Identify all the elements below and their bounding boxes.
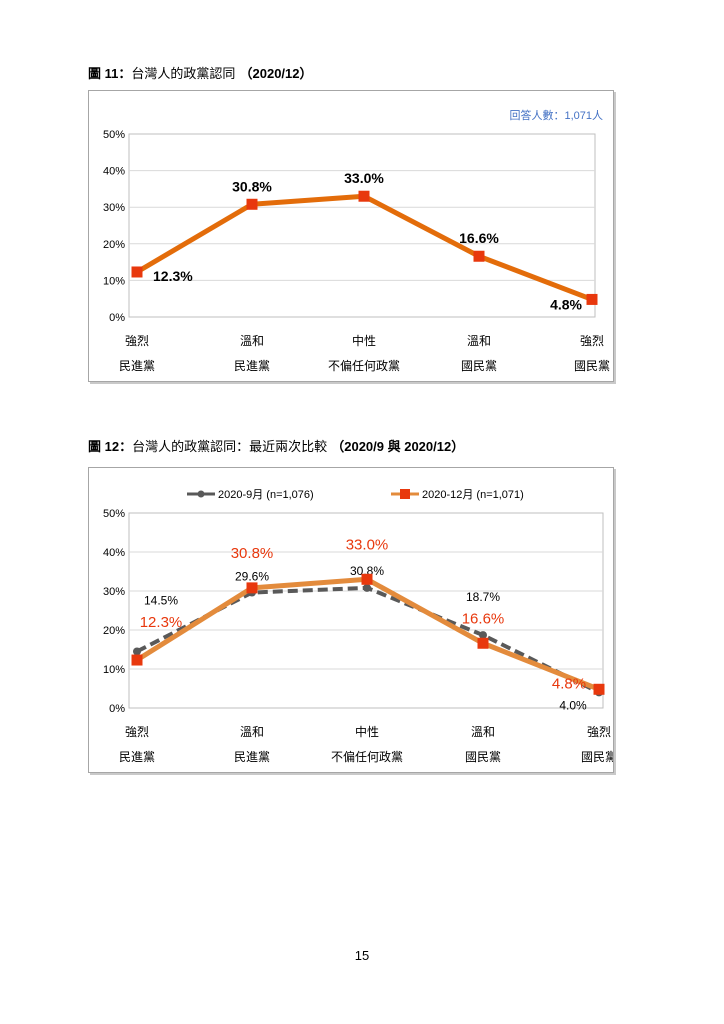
x-category-label-line2: 國民黨 [461, 359, 497, 373]
data-label: 4.8% [550, 296, 582, 312]
figure-12-title-text: 台灣人的政黨認同：最近兩次比較 [132, 440, 328, 455]
data-label: 30.8% [350, 564, 384, 578]
data-label: 29.6% [235, 570, 269, 584]
data-label: 18.7% [466, 590, 500, 604]
chart-12-frame: 0% 10% 20% 30% 40% 50% 強烈民進黨 溫和民進黨 中性不偏任何政黨 溫和國民黨… [88, 467, 617, 773]
data-label: 4.0% [559, 698, 587, 712]
data-label: 16.6% [459, 230, 499, 246]
x-category-label-line2: 國民黨 [574, 359, 610, 373]
x-category-label-line1: 溫和 [467, 334, 491, 348]
x-category-label-line2: 不偏任何政黨 [328, 358, 400, 373]
x-category-label-line1: 中性 [352, 333, 376, 348]
y-tick-label: 50% [103, 508, 125, 520]
data-point-marker [593, 683, 605, 695]
page-number: 15 [354, 948, 370, 963]
y-tick-label: 10% [103, 275, 125, 287]
data-label: 33.0% [346, 536, 389, 553]
data-point-marker [473, 250, 485, 262]
y-tick-label: 10% [103, 664, 125, 676]
data-label: 30.8% [231, 545, 274, 562]
figure-12-title: 圖 12：台灣人的政黨認同：最近兩次比較 （2020/9 與 2020/12） [88, 436, 464, 455]
x-category-label-line1: 強烈 [125, 725, 149, 739]
x-category-label-line2: 民進黨 [234, 750, 270, 764]
series-line [135, 576, 600, 692]
x-category-label-line1: 溫和 [240, 725, 264, 739]
y-tick-label: 40% [103, 166, 125, 178]
plot-area [128, 133, 596, 318]
y-tick-label: 40% [103, 547, 125, 559]
y-tick-label: 30% [103, 202, 125, 214]
data-point-marker [477, 637, 489, 649]
figure-11-title-date: （2020/12） [239, 66, 313, 81]
x-category-label-line1: 溫和 [471, 725, 495, 739]
data-point-marker [479, 631, 487, 640]
x-category-label-line2: 民進黨 [119, 359, 155, 373]
x-category-label-line1: 強烈 [125, 334, 149, 348]
x-category-label-line2: 國民黨 [465, 750, 501, 764]
plot-area [128, 512, 604, 709]
data-point-marker [131, 266, 143, 278]
data-point-marker [586, 293, 598, 305]
y-tick-label: 20% [103, 625, 125, 637]
series-line [136, 585, 600, 695]
legend-label: 2020-9月 (n=1,076) [218, 489, 314, 501]
x-category-label-line2: 國民黨 [581, 750, 613, 764]
legend-marker [197, 490, 205, 498]
x-category-label-line1: 溫和 [240, 334, 264, 348]
y-tick-label: 30% [103, 586, 125, 598]
data-label: 30.8% [232, 178, 272, 194]
data-label: 14.5% [144, 593, 178, 607]
x-category-label-line2: 民進黨 [119, 750, 155, 764]
data-point-marker [363, 583, 371, 592]
data-label: 4.8% [552, 675, 586, 692]
data-point-marker [358, 190, 370, 202]
data-label: 33.0% [344, 170, 384, 186]
data-point-marker [246, 198, 258, 210]
data-label: 12.3% [140, 614, 183, 631]
data-point-marker [361, 573, 373, 585]
y-tick-label: 0% [109, 703, 125, 715]
data-point-marker [246, 582, 258, 594]
legend-label: 2020-12月 (n=1,071) [422, 489, 524, 501]
data-label: 12.3% [153, 268, 193, 284]
y-tick-label: 50% [103, 129, 125, 141]
figure-11-title: 圖 11：台灣人的政黨認同 （2020/12） [88, 63, 313, 82]
x-category-label-line2: 不偏任何政黨 [331, 749, 403, 764]
figure-11-title-text: 台灣人的政黨認同 [131, 67, 236, 82]
y-tick-label: 20% [103, 239, 125, 251]
data-point-marker [133, 647, 141, 656]
x-category-label-line1: 中性 [355, 724, 379, 739]
figure-12-label: 圖 12： [88, 439, 133, 454]
legend-marker [400, 489, 410, 499]
x-category-label-line2: 民進黨 [234, 359, 270, 373]
figure-11-label: 圖 11： [88, 66, 132, 81]
chart-11-frame: 回答人數：1,071人 0% 10% 20% 30% 40% 50% 強烈民進黨 溫和民進黨 中… [88, 90, 614, 382]
data-label: 16.6% [462, 610, 505, 627]
series-line [135, 193, 593, 302]
data-point-marker [131, 654, 143, 666]
figure-12-title-date: （2020/9 與 2020/12） [331, 439, 465, 454]
x-category-label-line1: 強烈 [580, 334, 604, 348]
x-category-label-line1: 強烈 [587, 725, 611, 739]
y-tick-label: 0% [109, 312, 125, 324]
respondent-count-note: 回答人數：1,071人 [509, 108, 603, 122]
